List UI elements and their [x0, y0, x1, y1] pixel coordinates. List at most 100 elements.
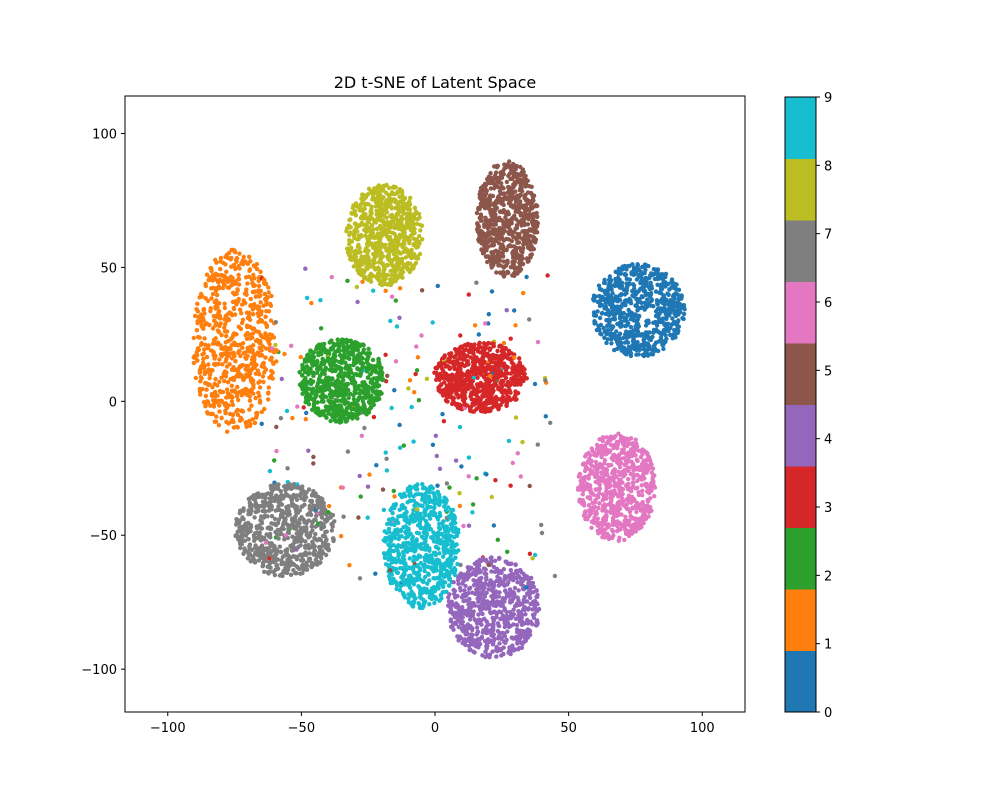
scatter-point	[219, 399, 224, 404]
scatter-point	[430, 320, 435, 325]
scatter-point	[470, 510, 475, 515]
scatter-point	[406, 592, 411, 597]
scatter-point	[610, 520, 616, 526]
scatter-point	[545, 273, 550, 278]
scatter-point	[448, 553, 454, 558]
scatter-point	[262, 406, 267, 412]
scatter-point	[356, 233, 362, 238]
scatter-point	[237, 307, 243, 312]
scatter-point	[262, 370, 267, 375]
scatter-point	[664, 336, 669, 341]
scatter-point	[670, 316, 675, 321]
scatter-point	[387, 547, 393, 552]
scatter-point	[269, 356, 274, 362]
scatter-point	[276, 482, 281, 487]
scatter-point	[409, 591, 415, 597]
scatter-point	[376, 236, 381, 241]
scatter-point	[194, 328, 200, 333]
scatter-point	[381, 212, 387, 218]
scatter-point	[311, 454, 316, 460]
scatter-point	[495, 621, 501, 626]
scatter-point	[597, 303, 603, 309]
scatter-point	[472, 323, 478, 328]
scatter-point	[198, 392, 203, 397]
scatter-point	[247, 254, 252, 259]
scatter-point	[247, 268, 252, 273]
scatter-point	[290, 495, 296, 500]
scatter-point	[457, 503, 463, 509]
scatter-point	[518, 474, 523, 479]
scatter-point	[418, 511, 423, 517]
scatter-point	[474, 280, 479, 285]
scatter-point	[485, 226, 491, 231]
scatter-point	[213, 257, 218, 263]
scatter-point	[280, 554, 285, 560]
scatter-point	[525, 222, 531, 227]
scatter-point	[233, 291, 238, 296]
scatter-point	[512, 269, 518, 275]
scatter-point	[363, 395, 369, 400]
scatter-point	[636, 448, 641, 453]
scatter-point	[485, 623, 490, 628]
scatter-point	[217, 403, 222, 408]
scatter-point	[195, 347, 200, 352]
scatter-point	[404, 509, 409, 515]
scatter-point	[388, 213, 393, 218]
scatter-point	[593, 479, 598, 485]
scatter-point	[234, 332, 239, 337]
scatter-point	[193, 375, 198, 381]
scatter-point	[589, 525, 594, 530]
scatter-point	[300, 373, 305, 378]
scatter-point	[596, 323, 601, 329]
scatter-point	[420, 482, 425, 487]
scatter-point	[482, 571, 487, 576]
scatter-point	[629, 334, 635, 339]
scatter-point	[266, 397, 271, 402]
scatter-point	[365, 375, 371, 380]
scatter-point	[401, 557, 407, 562]
scatter-point	[284, 408, 290, 414]
scatter-point	[224, 387, 230, 392]
scatter-point	[204, 321, 210, 326]
scatter-point	[602, 335, 607, 340]
scatter-point	[220, 362, 225, 367]
scatter-point	[483, 567, 488, 572]
scatter-point	[452, 354, 457, 360]
scatter-point	[371, 288, 376, 293]
scatter-point	[399, 259, 404, 264]
scatter-point	[300, 537, 305, 543]
scatter-point	[348, 230, 353, 235]
scatter-point	[609, 341, 614, 346]
scatter-point	[253, 338, 259, 343]
scatter-point	[470, 502, 476, 507]
scatter-point	[306, 386, 312, 391]
scatter-point	[604, 331, 609, 337]
scatter-point	[347, 217, 352, 223]
scatter-point	[518, 382, 523, 387]
scatter-point	[198, 375, 204, 380]
scatter-point	[401, 197, 406, 202]
scatter-point	[214, 322, 220, 327]
scatter-point	[237, 251, 242, 256]
scatter-point	[307, 510, 312, 516]
scatter-point	[211, 337, 217, 343]
scatter-point	[241, 516, 246, 522]
scatter-point	[420, 605, 425, 610]
scatter-point	[463, 389, 468, 395]
scatter-point	[437, 495, 442, 500]
scatter-point	[441, 419, 447, 424]
scatter-point	[399, 534, 404, 539]
scatter-point	[425, 590, 430, 595]
scatter-point	[440, 366, 445, 371]
scatter-point	[319, 505, 324, 511]
scatter-point	[512, 213, 517, 218]
scatter-point	[391, 220, 396, 225]
scatter-point	[435, 483, 440, 488]
scatter-point	[493, 478, 498, 483]
scatter-point	[251, 272, 256, 278]
scatter-point	[514, 245, 519, 251]
scatter-point	[650, 272, 655, 278]
scatter-point	[417, 594, 423, 600]
scatter-point	[257, 385, 263, 390]
scatter-point	[241, 298, 246, 303]
